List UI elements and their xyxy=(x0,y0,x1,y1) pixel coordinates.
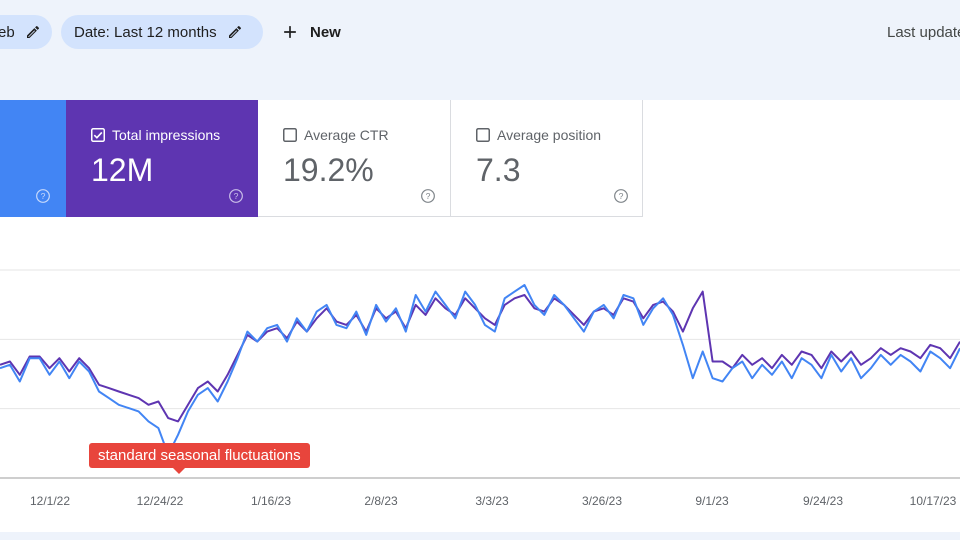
total-impressions-card[interactable]: Total impressions 12M ? xyxy=(66,100,258,217)
impressions-series-line xyxy=(0,290,960,423)
ctr-label: Average CTR xyxy=(283,127,389,143)
position-label: Average position xyxy=(476,127,601,143)
x-tick-label: 3/3/23 xyxy=(475,494,509,508)
last-updated-text: Last updated xyxy=(887,24,960,41)
position-label-text: Average position xyxy=(497,127,602,143)
x-tick-label: 10/17/23 xyxy=(910,494,957,508)
x-tick-label: 2/8/23 xyxy=(364,494,398,508)
impressions-label: Total impressions xyxy=(91,127,220,143)
new-filter-button[interactable]: New xyxy=(280,15,341,49)
plus-icon xyxy=(284,26,296,38)
checkbox-unchecked-icon[interactable] xyxy=(476,128,490,142)
help-icon[interactable]: ? xyxy=(420,188,436,204)
date-chip-label: Date: Last 12 months xyxy=(74,23,217,41)
x-tick-label: 3/26/23 xyxy=(582,494,622,508)
edit-pencil-icon xyxy=(26,25,39,38)
help-icon[interactable]: ? xyxy=(35,188,51,204)
edit-pencil-icon xyxy=(228,25,241,38)
x-tick-label: 12/1/22 xyxy=(30,494,70,508)
average-ctr-card[interactable]: Average CTR 19.2% ? xyxy=(258,100,451,217)
help-icon[interactable]: ? xyxy=(613,188,629,204)
svg-text:?: ? xyxy=(426,191,431,201)
annotation-pointer xyxy=(173,468,185,474)
checkbox-checked-icon[interactable] xyxy=(91,128,105,142)
x-tick-label: 9/24/23 xyxy=(803,494,843,508)
footer-strip xyxy=(0,532,960,540)
checkbox-unchecked-icon[interactable] xyxy=(283,128,297,142)
new-button-label: New xyxy=(310,23,341,41)
performance-chart[interactable]: 12/1/22 12/24/22 1/16/23 2/8/23 3/3/23 3/26/2… xyxy=(0,230,960,530)
clicks-series-line xyxy=(0,284,960,456)
date-filter-chip[interactable]: Date: Last 12 months xyxy=(61,15,263,49)
total-clicks-card[interactable]: ? xyxy=(0,100,66,217)
x-tick-label: 9/1/23 xyxy=(695,494,729,508)
ctr-label-text: Average CTR xyxy=(304,127,389,143)
svg-text:?: ? xyxy=(234,191,239,201)
position-value: 7.3 xyxy=(476,152,521,188)
search-type-chip-label: eb xyxy=(0,23,15,41)
toolbar: eb Date: Last 12 months New Last updated xyxy=(0,0,960,100)
chart-annotation[interactable]: standard seasonal fluctuations xyxy=(89,443,310,468)
average-position-card[interactable]: Average position 7.3 ? xyxy=(451,100,643,217)
ctr-value: 19.2% xyxy=(283,152,374,188)
x-tick-label: 12/24/22 xyxy=(137,494,184,508)
svg-text:?: ? xyxy=(41,191,46,201)
impressions-value: 12M xyxy=(91,152,154,188)
impressions-label-text: Total impressions xyxy=(112,127,221,143)
svg-text:?: ? xyxy=(619,191,624,201)
x-tick-label: 1/16/23 xyxy=(251,494,291,508)
help-icon[interactable]: ? xyxy=(228,188,244,204)
search-type-filter-chip[interactable]: eb xyxy=(0,15,52,49)
